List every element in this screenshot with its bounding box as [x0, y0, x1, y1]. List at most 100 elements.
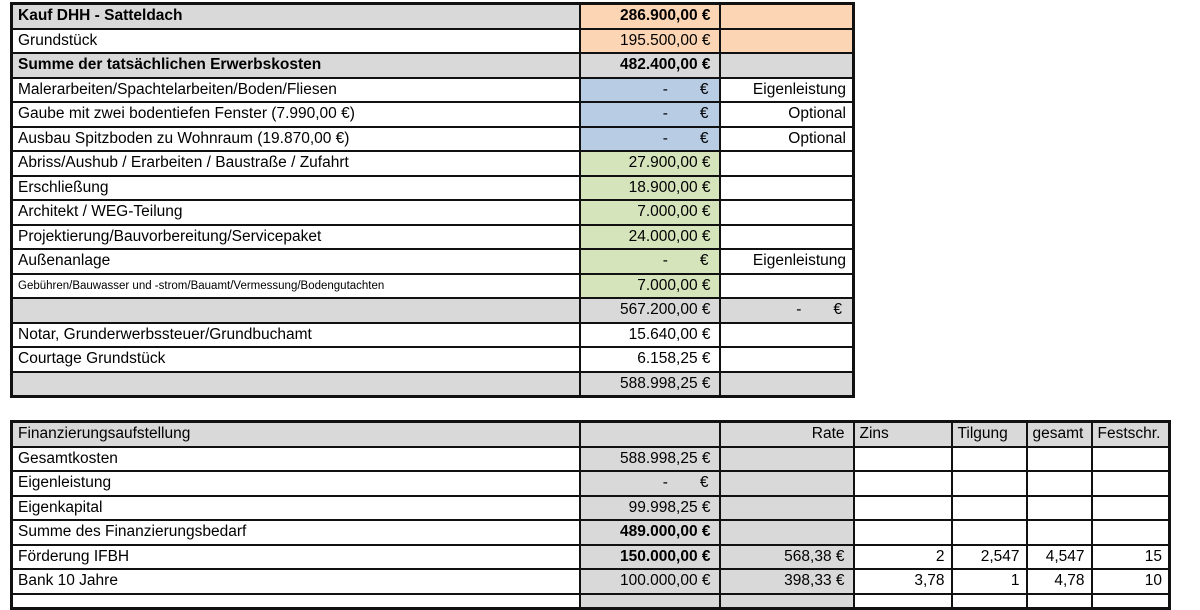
cell-festschr[interactable] — [1090, 592, 1171, 609]
cell-note[interactable] — [718, 370, 855, 398]
cell-amount[interactable]: - € — [578, 76, 721, 103]
header-label[interactable]: Finanzierungsaufstellung — [10, 420, 581, 448]
cell-amount[interactable]: 100.000,00 € — [578, 568, 721, 595]
cell-zins[interactable] — [852, 470, 953, 497]
cell-rate[interactable]: 568,38 € — [718, 543, 855, 570]
cell-festschr[interactable] — [1090, 445, 1171, 472]
cell-rate[interactable] — [718, 592, 855, 609]
cell-label[interactable]: Notar, Grunderwerbssteuer/Grundbuchamt — [10, 321, 581, 348]
cell-gesamt[interactable] — [1025, 592, 1093, 609]
cell-label[interactable]: Eigenleistung — [10, 470, 581, 497]
cell-note[interactable] — [718, 199, 855, 226]
cell-rate[interactable]: 398,33 € — [718, 568, 855, 595]
header-tilgung[interactable]: Tilgung — [950, 420, 1028, 448]
cell-tilgung[interactable]: 2,547 — [950, 543, 1028, 570]
cell-label[interactable]: Summe der tatsächlichen Erwerbskosten — [10, 52, 581, 79]
cell-tilgung[interactable] — [950, 519, 1028, 546]
cell-label[interactable]: Gebühren/Bauwasser und -strom/Bauamt/Ver… — [10, 272, 581, 299]
cell-label[interactable]: Projektierung/Bauvorbereitung/Servicepak… — [10, 223, 581, 250]
cell-label[interactable] — [10, 297, 581, 324]
cell-amount[interactable] — [578, 592, 721, 609]
cell-note[interactable] — [718, 174, 855, 201]
cell-label[interactable]: Ausbau Spitzboden zu Wohnraum (19.870,00… — [10, 125, 581, 152]
cell-label[interactable]: Förderung IFBH — [10, 543, 581, 570]
cell-amount[interactable]: 7.000,00 € — [578, 199, 721, 226]
header-festschr[interactable]: Festschr. — [1090, 420, 1171, 448]
cell-amount[interactable]: - € — [578, 248, 721, 275]
cell-note[interactable] — [718, 321, 855, 348]
cell-zins[interactable] — [852, 592, 953, 609]
cell-label[interactable]: Kauf DHH - Satteldach — [10, 2, 581, 30]
cell-label[interactable] — [10, 370, 581, 398]
cell-tilgung[interactable] — [950, 445, 1028, 472]
cell-amount[interactable]: 24.000,00 € — [578, 223, 721, 250]
cell-festschr[interactable] — [1090, 470, 1171, 497]
cell-tilgung[interactable] — [950, 470, 1028, 497]
cell-label[interactable]: Gaube mit zwei bodentiefen Fenster (7.99… — [10, 101, 581, 128]
cell-festschr[interactable] — [1090, 494, 1171, 521]
cell-label[interactable]: Malerarbeiten/Spachtelarbeiten/Boden/Fli… — [10, 76, 581, 103]
cell-note[interactable] — [718, 2, 855, 30]
cell-label[interactable]: Architekt / WEG-Teilung — [10, 199, 581, 226]
cell-zins[interactable] — [852, 445, 953, 472]
cell-note[interactable]: Optional — [718, 101, 855, 128]
cell-label[interactable]: Summe des Finanzierungsbedarf — [10, 519, 581, 546]
cell-amount[interactable]: 482.400,00 € — [578, 52, 721, 79]
cell-note[interactable]: Eigenleistung — [718, 76, 855, 103]
cell-label[interactable]: Eigenkapital — [10, 494, 581, 521]
cell-gesamt[interactable]: 4,78 — [1025, 568, 1093, 595]
cell-amount[interactable]: 7.000,00 € — [578, 272, 721, 299]
cell-amount[interactable]: 6.158,25 € — [578, 346, 721, 373]
cell-tilgung[interactable]: 1 — [950, 568, 1028, 595]
cell-amount[interactable]: - € — [578, 101, 721, 128]
cell-note[interactable]: - € — [718, 297, 855, 324]
header-rate[interactable]: Rate — [718, 420, 855, 448]
cell-amount[interactable]: 15.640,00 € — [578, 321, 721, 348]
cell-note[interactable] — [718, 150, 855, 177]
cell-note[interactable] — [718, 223, 855, 250]
cell-label[interactable]: Abriss/Aushub / Erarbeiten / Baustraße /… — [10, 150, 581, 177]
cell-label[interactable]: Gesamtkosten — [10, 445, 581, 472]
cell-label[interactable]: Grundstück — [10, 27, 581, 54]
cell-rate[interactable] — [718, 445, 855, 472]
cell-amount[interactable]: 18.900,00 € — [578, 174, 721, 201]
cell-amount[interactable]: - € — [578, 470, 721, 497]
cell-zins[interactable] — [852, 494, 953, 521]
cell-note[interactable]: Eigenleistung — [718, 248, 855, 275]
cell-amount[interactable]: - € — [578, 125, 721, 152]
cell-amount[interactable]: 489.000,00 € — [578, 519, 721, 546]
cell-gesamt[interactable] — [1025, 445, 1093, 472]
cell-gesamt[interactable] — [1025, 494, 1093, 521]
cell-label[interactable]: Courtage Grundstück — [10, 346, 581, 373]
cell-note[interactable] — [718, 346, 855, 373]
cell-tilgung[interactable] — [950, 494, 1028, 521]
cell-amount[interactable]: 27.900,00 € — [578, 150, 721, 177]
cell-amount[interactable]: 588.998,25 € — [578, 370, 721, 398]
cell-label[interactable]: Erschließung — [10, 174, 581, 201]
cell-zins[interactable]: 3,78 — [852, 568, 953, 595]
cell-rate[interactable] — [718, 494, 855, 521]
cell-label[interactable]: Bank 10 Jahre — [10, 568, 581, 595]
cell-label[interactable]: Außenanlage — [10, 248, 581, 275]
cell-amount[interactable]: 150.000,00 € — [578, 543, 721, 570]
cell-rate[interactable] — [718, 470, 855, 497]
cell-festschr[interactable]: 10 — [1090, 568, 1171, 595]
cell-amount[interactable]: 567.200,00 € — [578, 297, 721, 324]
cell-gesamt[interactable]: 4,547 — [1025, 543, 1093, 570]
cell-note[interactable]: Optional — [718, 125, 855, 152]
cell-gesamt[interactable] — [1025, 470, 1093, 497]
cell-gesamt[interactable] — [1025, 519, 1093, 546]
cell-zins[interactable] — [852, 519, 953, 546]
cell-note[interactable] — [718, 52, 855, 79]
cell-note[interactable] — [718, 27, 855, 54]
cell-amount[interactable]: 286.900,00 € — [578, 2, 721, 30]
header-gesamt[interactable]: gesamt — [1025, 420, 1093, 448]
cell-zins[interactable]: 2 — [852, 543, 953, 570]
cell-amount[interactable]: 195.500,00 € — [578, 27, 721, 54]
cell-rate[interactable] — [718, 519, 855, 546]
cell-amount[interactable]: 588.998,25 € — [578, 445, 721, 472]
cell-amount[interactable]: 99.998,25 € — [578, 494, 721, 521]
cell-label[interactable] — [10, 592, 581, 609]
cell-festschr[interactable] — [1090, 519, 1171, 546]
cell-note[interactable] — [718, 272, 855, 299]
